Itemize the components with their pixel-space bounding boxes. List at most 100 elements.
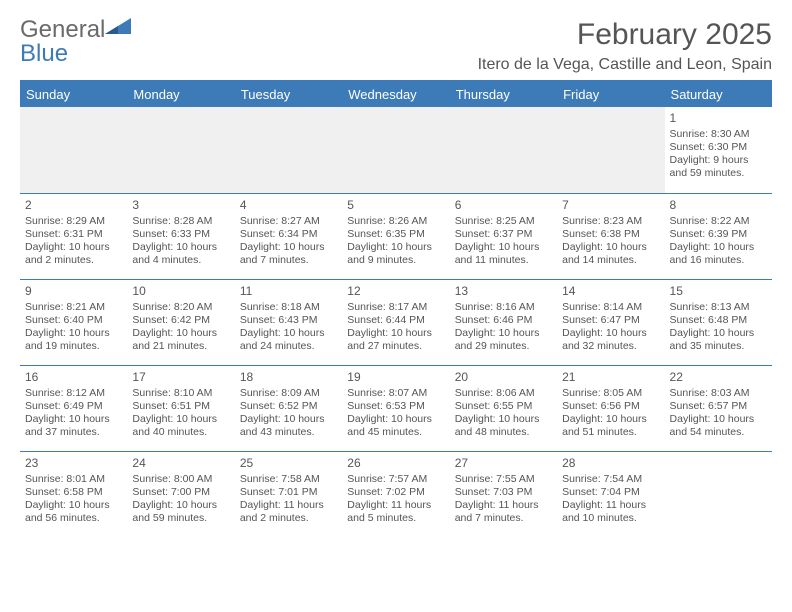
- sunset-text: Sunset: 6:39 PM: [670, 228, 767, 241]
- sunrise-text: Sunrise: 8:05 AM: [562, 387, 659, 400]
- day-content: 13 Sunrise: 8:16 AMSunset: 6:46 PMDayligh…: [455, 284, 552, 354]
- sunrise-text: Sunrise: 8:16 AM: [455, 301, 552, 314]
- weekday-header: Thursday: [450, 82, 557, 107]
- sunset-text: Sunset: 7:02 PM: [347, 486, 444, 499]
- calendar-day-cell: 28 Sunrise: 7:54 AMSunset: 7:04 PMDayligh…: [557, 451, 664, 537]
- weekday-header-row: SundayMondayTuesdayWednesdayThursdayFrid…: [20, 82, 772, 107]
- sunset-text: Sunset: 6:51 PM: [132, 400, 229, 413]
- day-content: 21Sunrise: 8:05 AMSunset: 6:56 PMDayligh…: [562, 370, 659, 440]
- sunrise-text: Sunrise: 7:54 AM: [562, 473, 659, 486]
- day-number: 4: [240, 198, 337, 213]
- daylight-text: Daylight: 11 hours and 10 minutes.: [562, 499, 659, 525]
- calendar-day-cell: 8Sunrise: 8:22 AMSunset: 6:39 PMDaylight…: [665, 193, 772, 279]
- day-number: 21: [562, 370, 659, 385]
- daylight-text: Daylight: 10 hours and 19 minutes.: [25, 327, 122, 353]
- day-number: 12: [347, 284, 444, 299]
- daylight-text: Daylight: 10 hours and 56 minutes.: [25, 499, 122, 525]
- day-number: 26: [347, 456, 444, 471]
- sunrise-text: Sunrise: 8:21 AM: [25, 301, 122, 314]
- sunset-text: Sunset: 6:43 PM: [240, 314, 337, 327]
- daylight-text: Daylight: 11 hours and 2 minutes.: [240, 499, 337, 525]
- sunset-text: Sunset: 6:30 PM: [670, 141, 767, 154]
- day-number: 5: [347, 198, 444, 213]
- calendar-week-row: 1Sunrise: 8:30 AMSunset: 6:30 PMDaylight…: [20, 107, 772, 193]
- calendar-table: SundayMondayTuesdayWednesdayThursdayFrid…: [20, 82, 772, 537]
- sunset-text: Sunset: 6:49 PM: [25, 400, 122, 413]
- calendar-thead: SundayMondayTuesdayWednesdayThursdayFrid…: [20, 82, 772, 107]
- day-number: 2: [25, 198, 122, 213]
- daylight-text: Daylight: 10 hours and 37 minutes.: [25, 413, 122, 439]
- day-content: 9Sunrise: 8:21 AMSunset: 6:40 PMDaylight…: [25, 284, 122, 354]
- sunset-text: Sunset: 6:47 PM: [562, 314, 659, 327]
- sunrise-text: Sunrise: 8:17 AM: [347, 301, 444, 314]
- calendar-week-row: 16Sunrise: 8:12 AMSunset: 6:49 PMDayligh…: [20, 365, 772, 451]
- day-number: 18: [240, 370, 337, 385]
- calendar-day-cell: 15Sunrise: 8:13 AMSunset: 6:48 PMDayligh…: [665, 279, 772, 365]
- weekday-header: Saturday: [665, 82, 772, 107]
- sunset-text: Sunset: 6:52 PM: [240, 400, 337, 413]
- daylight-text: Daylight: 10 hours and 32 minutes.: [562, 327, 659, 353]
- calendar-day-cell: 1Sunrise: 8:30 AMSunset: 6:30 PMDaylight…: [665, 107, 772, 193]
- day-content: 25Sunrise: 7:58 AMSunset: 7:01 PMDayligh…: [240, 456, 337, 526]
- sunset-text: Sunset: 6:55 PM: [455, 400, 552, 413]
- sunset-text: Sunset: 6:53 PM: [347, 400, 444, 413]
- sunset-text: Sunset: 6:35 PM: [347, 228, 444, 241]
- daylight-text: Daylight: 10 hours and 2 minutes.: [25, 241, 122, 267]
- sunrise-text: Sunrise: 8:06 AM: [455, 387, 552, 400]
- daylight-text: Daylight: 11 hours and 5 minutes.: [347, 499, 444, 525]
- day-content: 6Sunrise: 8:25 AMSunset: 6:37 PMDaylight…: [455, 198, 552, 268]
- calendar-day-cell: 12Sunrise: 8:17 AMSunset: 6:44 PMDayligh…: [342, 279, 449, 365]
- day-number: 7: [562, 198, 659, 213]
- day-number: 10: [132, 284, 229, 299]
- calendar-day-cell: 3Sunrise: 8:28 AMSunset: 6:33 PMDaylight…: [127, 193, 234, 279]
- sunset-text: Sunset: 6:56 PM: [562, 400, 659, 413]
- logo-word-2: Blue: [20, 40, 68, 67]
- logo-text: General Blue: [20, 18, 131, 66]
- daylight-text: Daylight: 10 hours and 35 minutes.: [670, 327, 767, 353]
- logo-word-1: General: [20, 16, 105, 43]
- sunrise-text: Sunrise: 8:29 AM: [25, 215, 122, 228]
- day-content: 14Sunrise: 8:14 AMSunset: 6:47 PMDayligh…: [562, 284, 659, 354]
- day-number: 1: [670, 111, 767, 126]
- day-content: 17Sunrise: 8:10 AMSunset: 6:51 PMDayligh…: [132, 370, 229, 440]
- sunset-text: Sunset: 7:04 PM: [562, 486, 659, 499]
- day-number: 13: [455, 284, 552, 299]
- day-content: 15Sunrise: 8:13 AMSunset: 6:48 PMDayligh…: [670, 284, 767, 354]
- sunset-text: Sunset: 6:46 PM: [455, 314, 552, 327]
- day-content: 3Sunrise: 8:28 AMSunset: 6:33 PMDaylight…: [132, 198, 229, 268]
- sunset-text: Sunset: 7:01 PM: [240, 486, 337, 499]
- day-number: 11: [240, 284, 337, 299]
- calendar-day-cell: 2Sunrise: 8:29 AMSunset: 6:31 PMDaylight…: [20, 193, 127, 279]
- calendar-day-cell: 20Sunrise: 8:06 AMSunset: 6:55 PMDayligh…: [450, 365, 557, 451]
- day-number: 19: [347, 370, 444, 385]
- day-content: 11Sunrise: 8:18 AMSunset: 6:43 PMDayligh…: [240, 284, 337, 354]
- sunrise-text: Sunrise: 8:23 AM: [562, 215, 659, 228]
- day-number: 28: [562, 456, 659, 471]
- day-content: 4Sunrise: 8:27 AMSunset: 6:34 PMDaylight…: [240, 198, 337, 268]
- page-header: General Blue February 2025 Itero de la V…: [20, 18, 772, 74]
- sunset-text: Sunset: 7:00 PM: [132, 486, 229, 499]
- daylight-text: Daylight: 10 hours and 43 minutes.: [240, 413, 337, 439]
- sunset-text: Sunset: 6:37 PM: [455, 228, 552, 241]
- calendar-week-row: 9Sunrise: 8:21 AMSunset: 6:40 PMDaylight…: [20, 279, 772, 365]
- calendar-day-cell: [127, 107, 234, 193]
- daylight-text: Daylight: 10 hours and 29 minutes.: [455, 327, 552, 353]
- day-content: 24Sunrise: 8:00 AMSunset: 7:00 PMDayligh…: [132, 456, 229, 526]
- calendar-day-cell: 13 Sunrise: 8:16 AMSunset: 6:46 PMDayligh…: [450, 279, 557, 365]
- calendar-day-cell: 5Sunrise: 8:26 AMSunset: 6:35 PMDaylight…: [342, 193, 449, 279]
- calendar-day-cell: [557, 107, 664, 193]
- day-content: 2Sunrise: 8:29 AMSunset: 6:31 PMDaylight…: [25, 198, 122, 268]
- calendar-day-cell: 21Sunrise: 8:05 AMSunset: 6:56 PMDayligh…: [557, 365, 664, 451]
- sunset-text: Sunset: 6:48 PM: [670, 314, 767, 327]
- calendar-day-cell: 19Sunrise: 8:07 AMSunset: 6:53 PMDayligh…: [342, 365, 449, 451]
- daylight-text: Daylight: 10 hours and 21 minutes.: [132, 327, 229, 353]
- daylight-text: Daylight: 10 hours and 14 minutes.: [562, 241, 659, 267]
- day-number: 24: [132, 456, 229, 471]
- sunrise-text: Sunrise: 8:03 AM: [670, 387, 767, 400]
- daylight-text: Daylight: 10 hours and 9 minutes.: [347, 241, 444, 267]
- day-number: 14: [562, 284, 659, 299]
- daylight-text: Daylight: 10 hours and 27 minutes.: [347, 327, 444, 353]
- sunrise-text: Sunrise: 8:13 AM: [670, 301, 767, 314]
- calendar-day-cell: 10Sunrise: 8:20 AMSunset: 6:42 PMDayligh…: [127, 279, 234, 365]
- sunrise-text: Sunrise: 8:18 AM: [240, 301, 337, 314]
